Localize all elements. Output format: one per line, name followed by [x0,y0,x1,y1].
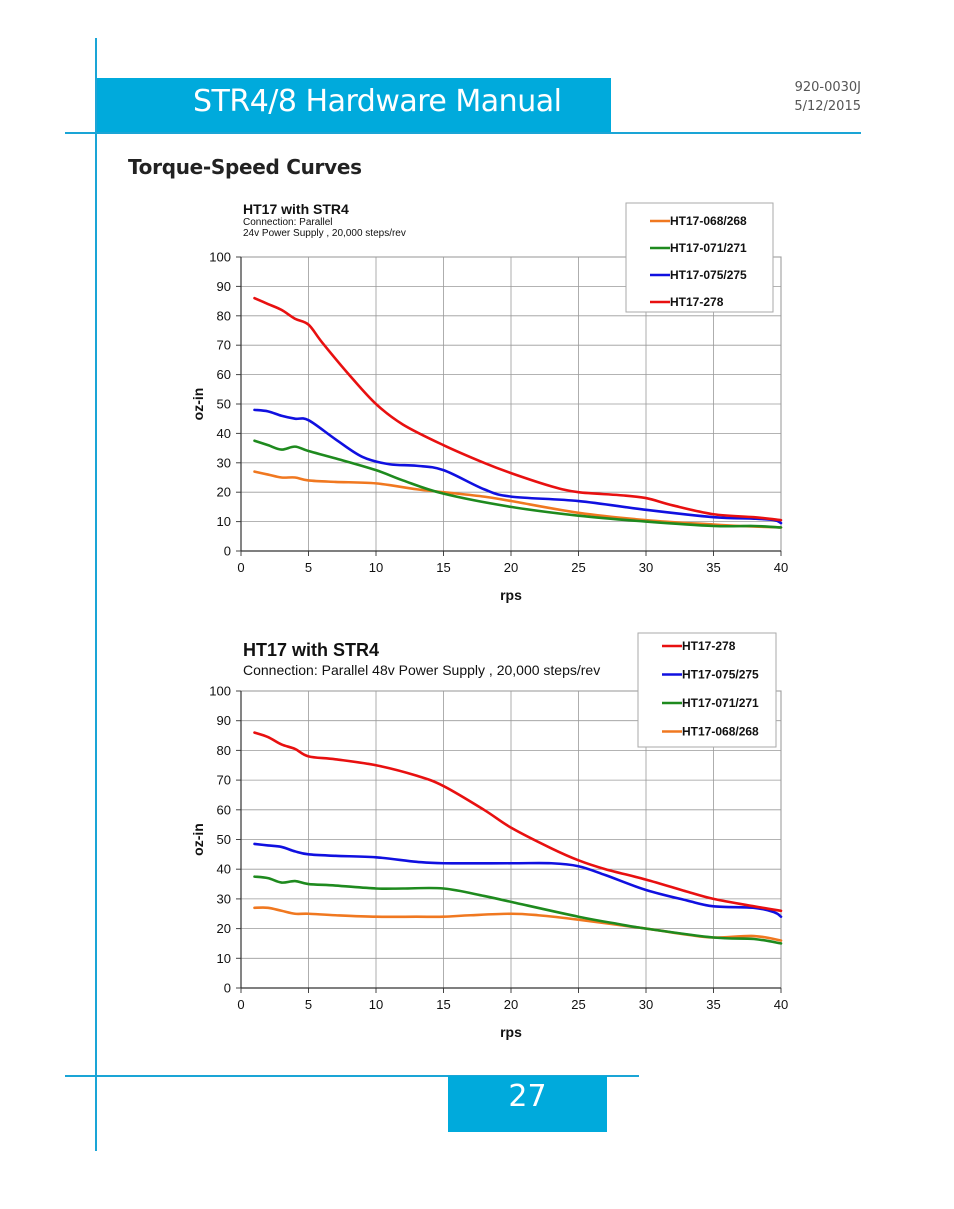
y-tick-label: 20 [217,485,231,500]
footer-rule [65,1075,639,1077]
x-tick-label: 20 [504,997,518,1012]
header-rule [65,132,861,134]
y-tick-label: 10 [217,514,231,529]
document-info: 920-0030J 5/12/2015 [794,78,861,116]
manual-title: STR4/8 Hardware Manual [193,84,562,119]
y-tick-label: 40 [217,862,231,877]
series-line-ht17-071-271 [253,875,783,945]
x-tick-label: 25 [571,560,585,575]
legend-entry: HT17-075/275 [682,668,759,682]
x-tick-label: 40 [774,997,788,1012]
chart-subtitle: Connection: Parallel [243,217,333,228]
x-tick-label: 30 [639,997,653,1012]
x-tick-label: 5 [305,997,312,1012]
x-tick-label: 10 [369,560,383,575]
legend-entry: HT17-068/268 [670,214,747,228]
y-tick-label: 60 [217,367,231,382]
y-tick-label: 90 [217,713,231,728]
y-tick-label: 30 [217,891,231,906]
x-tick-label: 0 [237,997,244,1012]
series-line-ht17-278 [253,296,783,522]
document-date: 5/12/2015 [794,99,861,114]
x-tick-label: 30 [639,560,653,575]
legend-entry: HT17-071/271 [670,241,747,255]
y-tick-label: 60 [217,802,231,817]
left-accent-rule [95,38,97,1151]
legend-entry: HT17-068/268 [682,725,759,739]
series-line-ht17-075-275 [253,408,783,525]
legend-entry: HT17-071/271 [682,696,759,710]
torque-chart-24v-svg: 0 10 20 30 40 50 60 70 80 90 100 0 5 10 15 20 25 30 35 40 rp… [190,201,788,603]
torque-chart-48v: 0 10 20 30 40 50 60 70 80 90 100 0 5 10 15 20 25 30 35 40 rp… [160,630,800,1050]
x-tick-label: 35 [706,997,720,1012]
y-tick-label: 50 [217,832,231,847]
y-tick-label: 50 [217,397,231,412]
x-axis-label: rps [500,1024,522,1040]
legend-entry: HT17-278 [670,295,724,309]
x-tick-label: 5 [305,560,312,575]
y-tick-label: 80 [217,308,231,323]
chart-title: HT17 with STR4 [243,201,349,217]
series-line-ht17-278 [253,731,783,913]
y-tick-label: 40 [217,426,231,441]
page-number: 27 [508,1079,547,1114]
x-tick-label: 15 [436,560,450,575]
torque-chart-48v-svg: 0 10 20 30 40 50 60 70 80 90 100 0 5 10 15 20 25 30 35 40 rp… [190,632,788,1040]
chart-subtitle: 24v Power Supply , 20,000 steps/rev [243,228,406,239]
x-tick-label: 10 [369,997,383,1012]
page-number-box: 27 [448,1076,607,1132]
y-tick-label: 10 [217,951,231,966]
series-line-ht17-075-275 [253,842,783,919]
series-line-ht17-071-271 [253,439,783,529]
chart-subtitle: Connection: Parallel 48v Power Supply , … [243,662,600,678]
y-tick-label: 30 [217,455,231,470]
y-axis-label: oz-in [190,388,206,421]
title-banner: STR4/8 Hardware Manual [97,78,611,132]
y-tick-label: 70 [217,338,231,353]
x-tick-label: 40 [774,560,788,575]
y-tick-label: 100 [209,684,231,699]
legend-entry: HT17-075/275 [670,268,747,282]
legend-box [637,632,777,748]
x-tick-label: 15 [436,997,450,1012]
y-axis-label: oz-in [190,823,206,856]
x-tick-label: 25 [571,997,585,1012]
y-tick-label: 20 [217,921,231,936]
x-tick-label: 35 [706,560,720,575]
document-number: 920-0030J [794,80,861,95]
x-tick-label: 20 [504,560,518,575]
torque-chart-24v: 0 10 20 30 40 50 60 70 80 90 100 0 5 10 15 20 25 30 35 40 rp… [160,195,800,615]
legend-entry: HT17-278 [682,639,736,653]
y-tick-label: 70 [217,773,231,788]
y-tick-label: 100 [209,250,231,265]
x-axis-label: rps [500,587,522,603]
chart-title: HT17 with STR4 [243,640,379,660]
section-heading: Torque-Speed Curves [128,155,362,179]
x-tick-label: 0 [237,560,244,575]
y-tick-label: 90 [217,279,231,294]
y-tick-label: 0 [224,544,231,559]
y-tick-label: 0 [224,981,231,996]
y-tick-label: 80 [217,743,231,758]
